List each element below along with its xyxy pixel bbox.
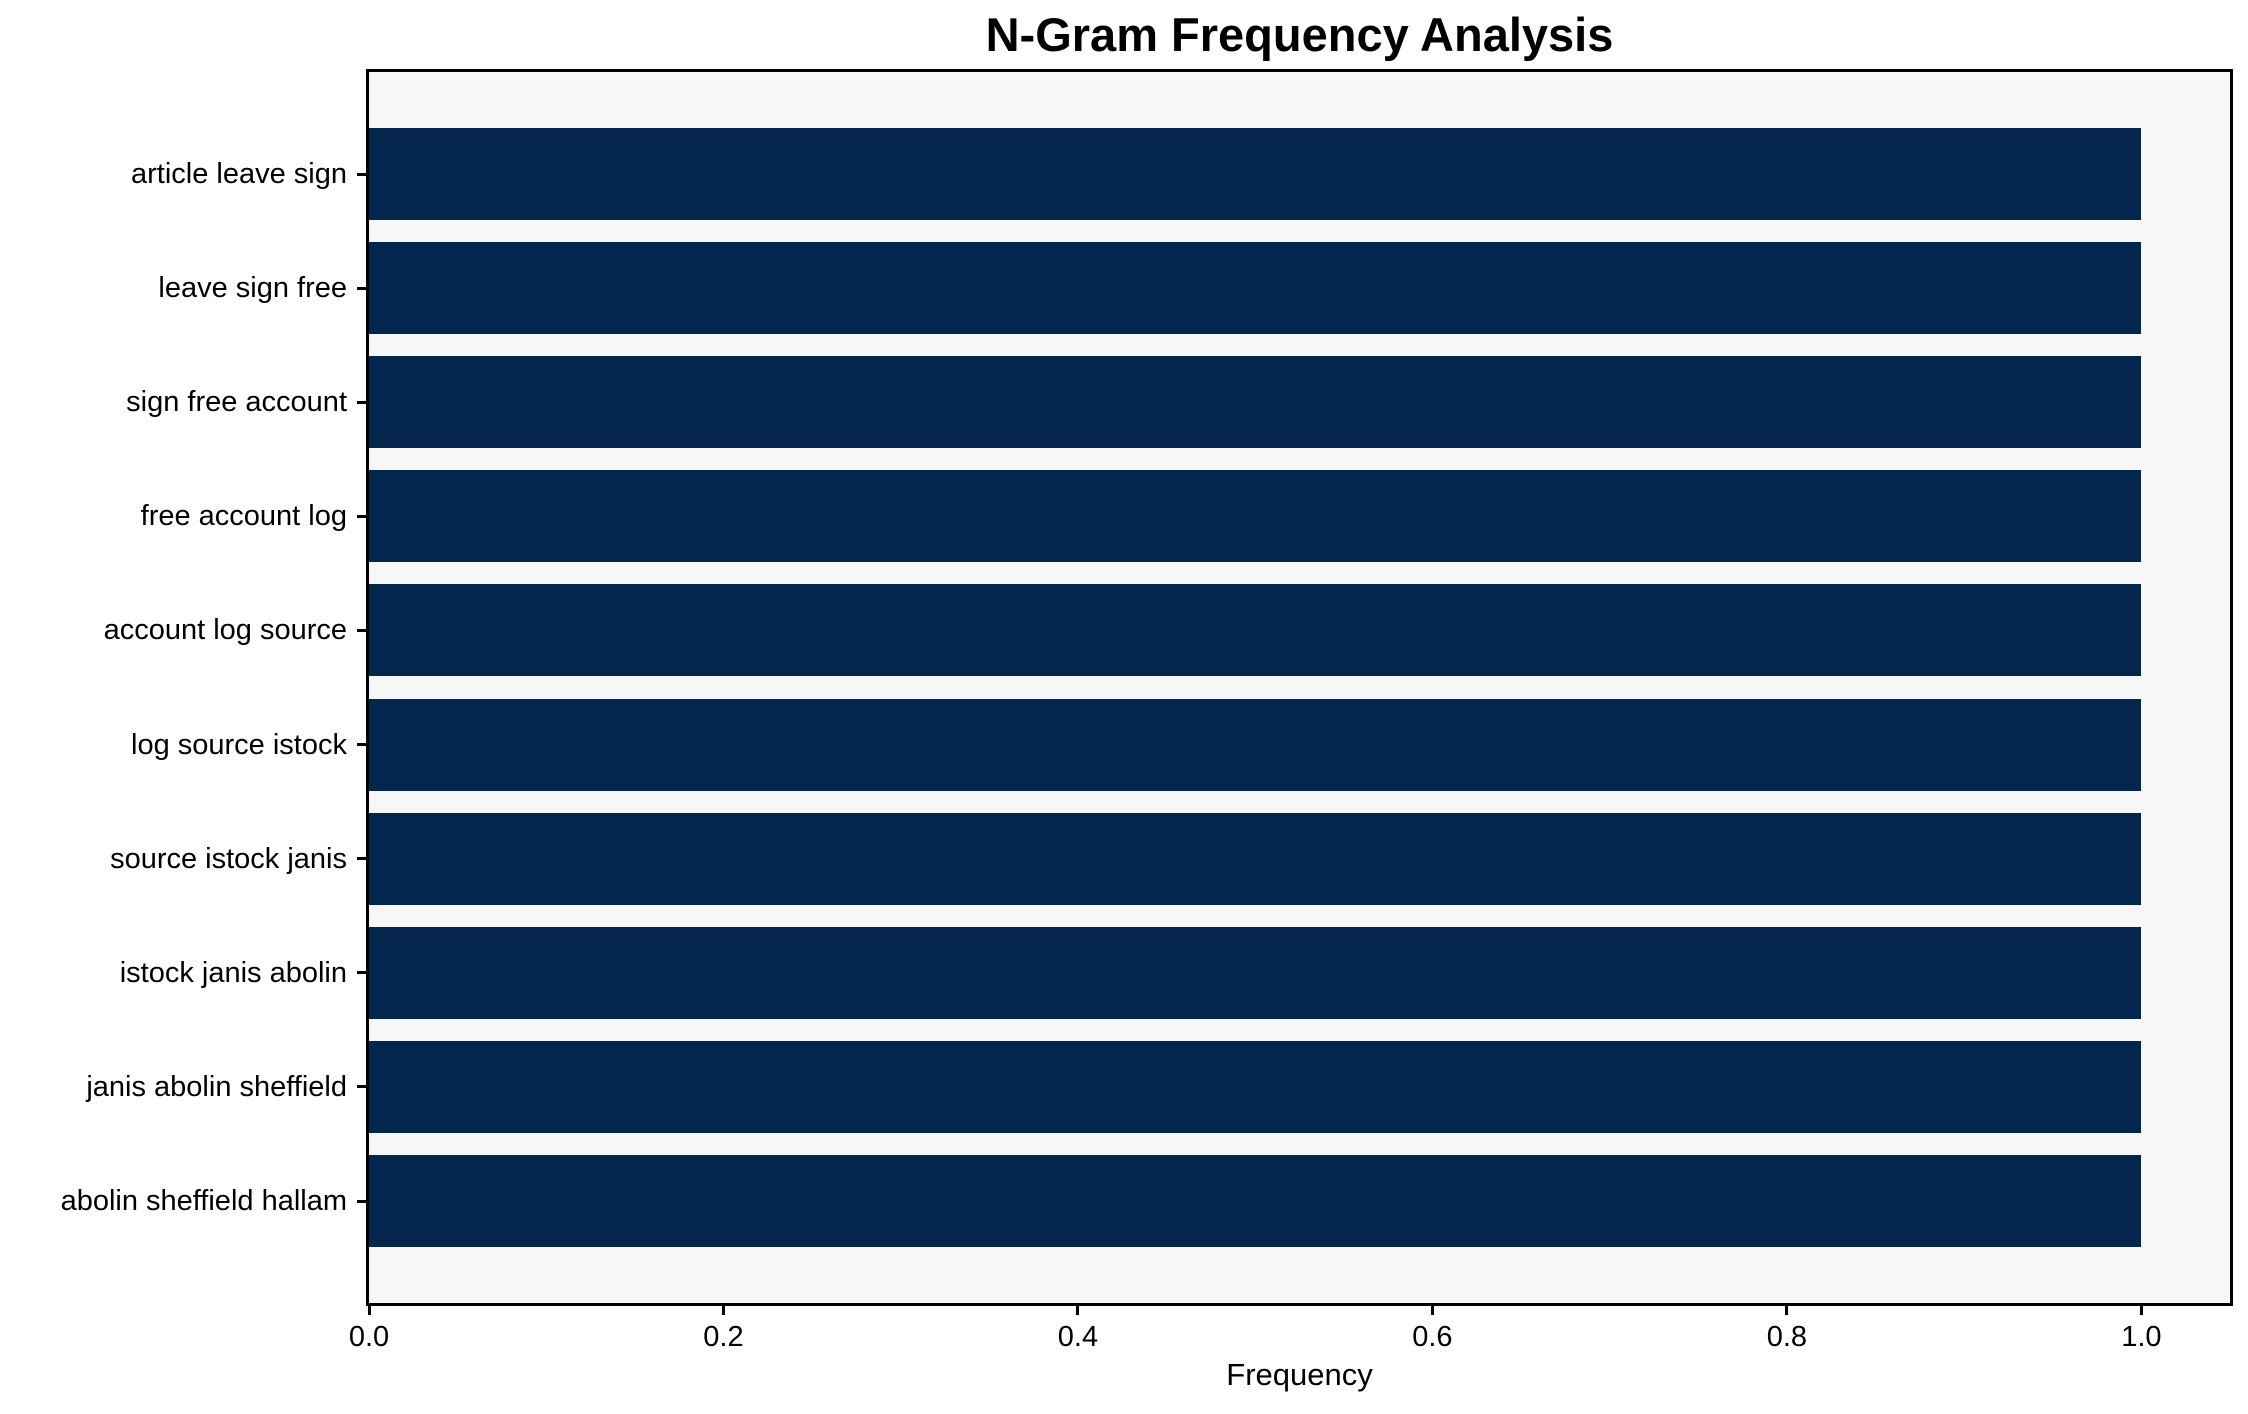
bar [369, 812, 2142, 905]
bar [369, 128, 2142, 220]
bar [369, 1040, 2142, 1133]
y-tick-mark [357, 514, 369, 518]
y-tick-mark [357, 1199, 369, 1203]
x-tick-mark [1785, 1303, 1789, 1315]
chart-title: N-Gram Frequency Analysis [985, 8, 1614, 61]
bar [369, 926, 2142, 1019]
x-axis-title: Frequency [1226, 1357, 1373, 1392]
x-tick-mark [367, 1303, 371, 1315]
y-tick-label: sign free account [126, 386, 347, 419]
bar [369, 1155, 2142, 1247]
x-tick-mark [2139, 1303, 2143, 1315]
y-tick-mark [357, 743, 369, 747]
bar [369, 356, 2142, 449]
y-tick-label: leave sign free [158, 272, 347, 305]
y-tick-label: log source istock [131, 728, 347, 761]
x-tick-mark [1076, 1303, 1080, 1315]
x-tick-label: 0.0 [348, 1321, 390, 1353]
x-tick-label: 0.6 [1412, 1321, 1453, 1353]
y-tick-label: janis abolin sheffield [86, 1070, 347, 1103]
y-tick-mark [357, 1085, 369, 1089]
x-tick-mark [721, 1303, 725, 1315]
y-tick-label: account log source [103, 614, 347, 647]
x-tick-mark [1430, 1303, 1434, 1315]
bar [369, 242, 2142, 335]
y-tick-mark [357, 857, 369, 861]
y-tick-label: free account log [140, 500, 347, 533]
y-tick-mark [357, 400, 369, 404]
bar [369, 698, 2142, 791]
y-tick-label: istock janis abolin [119, 956, 347, 989]
x-tick-label: 0.4 [1057, 1321, 1099, 1353]
y-tick-label: source istock janis [110, 842, 347, 875]
y-tick-mark [357, 628, 369, 632]
x-tick-label: 0.8 [1766, 1321, 1808, 1353]
bar [369, 470, 2142, 563]
y-tick-mark [357, 971, 369, 975]
y-tick-label: abolin sheffield hallam [60, 1185, 347, 1217]
bar [369, 584, 2142, 677]
x-tick-label: 1.0 [2121, 1321, 2162, 1353]
y-tick-label: article leave sign [131, 158, 347, 190]
y-tick-mark [357, 286, 369, 290]
x-tick-label: 0.2 [703, 1321, 744, 1353]
y-tick-mark [357, 172, 369, 176]
